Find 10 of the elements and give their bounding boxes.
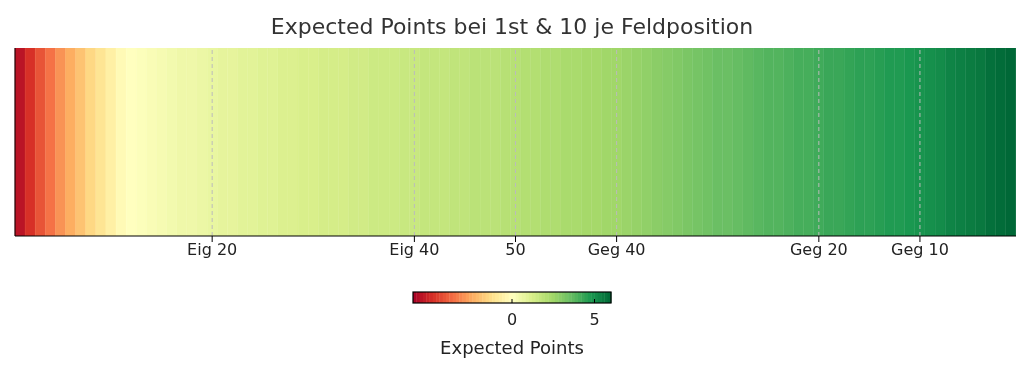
x-tick-label: Geg 20 [789, 240, 848, 260]
color-bar-label: 0 [506, 310, 518, 329]
x-tick-label: Geg 40 [587, 240, 646, 260]
x-tick-label: Eig 40 [389, 240, 440, 260]
chart-title: Expected Points bei 1st & 10 je Feldposition [269, 13, 755, 41]
x-tick-label: 50 [505, 240, 526, 260]
color-bar-label: 5 [589, 310, 600, 329]
color-bar-title: Expected Points [440, 337, 584, 358]
x-tick-label: Geg 10 [891, 240, 949, 260]
x-tick-label: Eig 20 [187, 240, 238, 260]
